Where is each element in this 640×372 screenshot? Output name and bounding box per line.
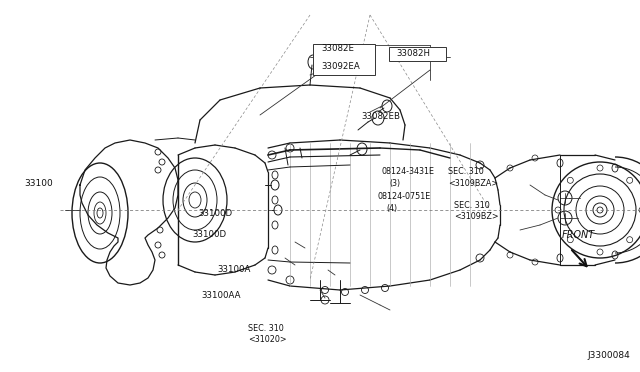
Text: FRONT: FRONT — [562, 230, 595, 240]
Text: 33100AA: 33100AA — [202, 291, 241, 300]
Text: 33082E: 33082E — [321, 44, 355, 53]
Text: <3109BZA>: <3109BZA> — [448, 179, 498, 187]
Text: 08124-3431E: 08124-3431E — [381, 167, 435, 176]
Text: <31020>: <31020> — [248, 335, 287, 344]
Text: J3300084: J3300084 — [588, 351, 630, 360]
Text: SEC. 310: SEC. 310 — [248, 324, 284, 333]
Text: 08124-0751E: 08124-0751E — [378, 192, 431, 201]
Text: 33082H: 33082H — [397, 49, 431, 58]
Text: (4): (4) — [386, 204, 397, 213]
Text: SEC. 310: SEC. 310 — [454, 201, 490, 210]
Text: 33100: 33100 — [24, 179, 53, 187]
Text: (3): (3) — [390, 179, 401, 187]
Text: 33100D: 33100D — [198, 209, 232, 218]
Text: 33100D: 33100D — [192, 230, 226, 239]
FancyBboxPatch shape — [312, 44, 376, 76]
Text: <3109BZ>: <3109BZ> — [454, 212, 499, 221]
Text: 33082EB: 33082EB — [362, 112, 401, 121]
FancyBboxPatch shape — [389, 47, 446, 61]
Text: SEC. 310: SEC. 310 — [448, 167, 484, 176]
Text: 33100A: 33100A — [218, 265, 251, 274]
Text: 33092EA: 33092EA — [321, 62, 360, 71]
